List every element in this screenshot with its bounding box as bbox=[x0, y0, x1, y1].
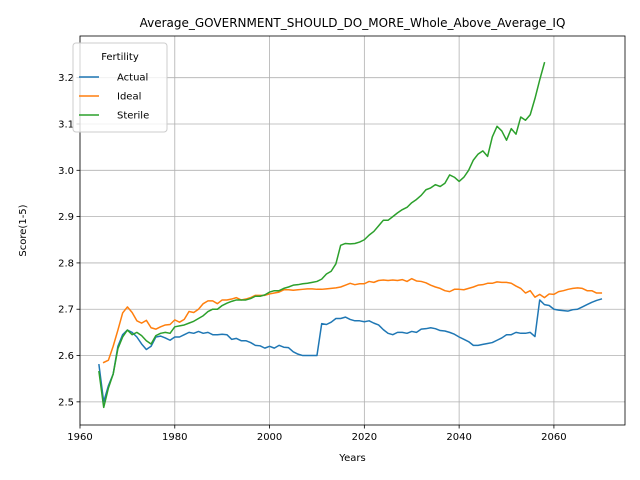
x-tick-label: 2040 bbox=[446, 432, 471, 443]
axis-ticks: 1960 1980 2000 2020 2040 2060 2.5 2.6 2.7 2.8 2.9 3… bbox=[58, 73, 567, 443]
y-tick-label: 3.1 bbox=[58, 119, 74, 130]
series-line-sterile bbox=[98, 61, 546, 409]
y-tick-label: 3.0 bbox=[58, 166, 74, 177]
legend-title: Fertility bbox=[101, 52, 139, 63]
series-line-actual bbox=[98, 298, 603, 403]
x-tick-label: 1960 bbox=[67, 432, 92, 443]
y-tick-label: 2.5 bbox=[58, 397, 74, 408]
plot-frame bbox=[79, 35, 626, 426]
x-tick-label: 2020 bbox=[352, 432, 377, 443]
x-axis-label: Years bbox=[338, 453, 365, 464]
legend-entries: Actual Ideal Sterile bbox=[79, 73, 149, 122]
legend-label-actual: Actual bbox=[117, 73, 148, 84]
legend-label-sterile: Sterile bbox=[117, 111, 149, 122]
series-lines bbox=[98, 61, 603, 409]
legend-label-ideal: Ideal bbox=[117, 92, 141, 103]
x-tick-label: 2000 bbox=[257, 432, 282, 443]
x-tick-label: 2060 bbox=[541, 432, 566, 443]
y-tick-label: 2.9 bbox=[58, 212, 74, 223]
x-tick-label: 1980 bbox=[162, 432, 187, 443]
y-tick-label: 3.2 bbox=[58, 73, 74, 84]
series-line-ideal bbox=[102, 277, 603, 364]
grid bbox=[79, 36, 625, 425]
legend: Fertility Actual Ideal Sterile bbox=[72, 42, 168, 133]
y-axis-label: Score(1-5) bbox=[18, 204, 29, 256]
y-tick-label: 2.6 bbox=[58, 351, 74, 362]
legend-box bbox=[72, 42, 168, 133]
y-tick-label: 2.7 bbox=[58, 305, 74, 316]
chart-title: Average_GOVERNMENT_SHOULD_DO_MORE_Whole_… bbox=[140, 16, 566, 30]
y-tick-label: 2.8 bbox=[58, 258, 74, 269]
